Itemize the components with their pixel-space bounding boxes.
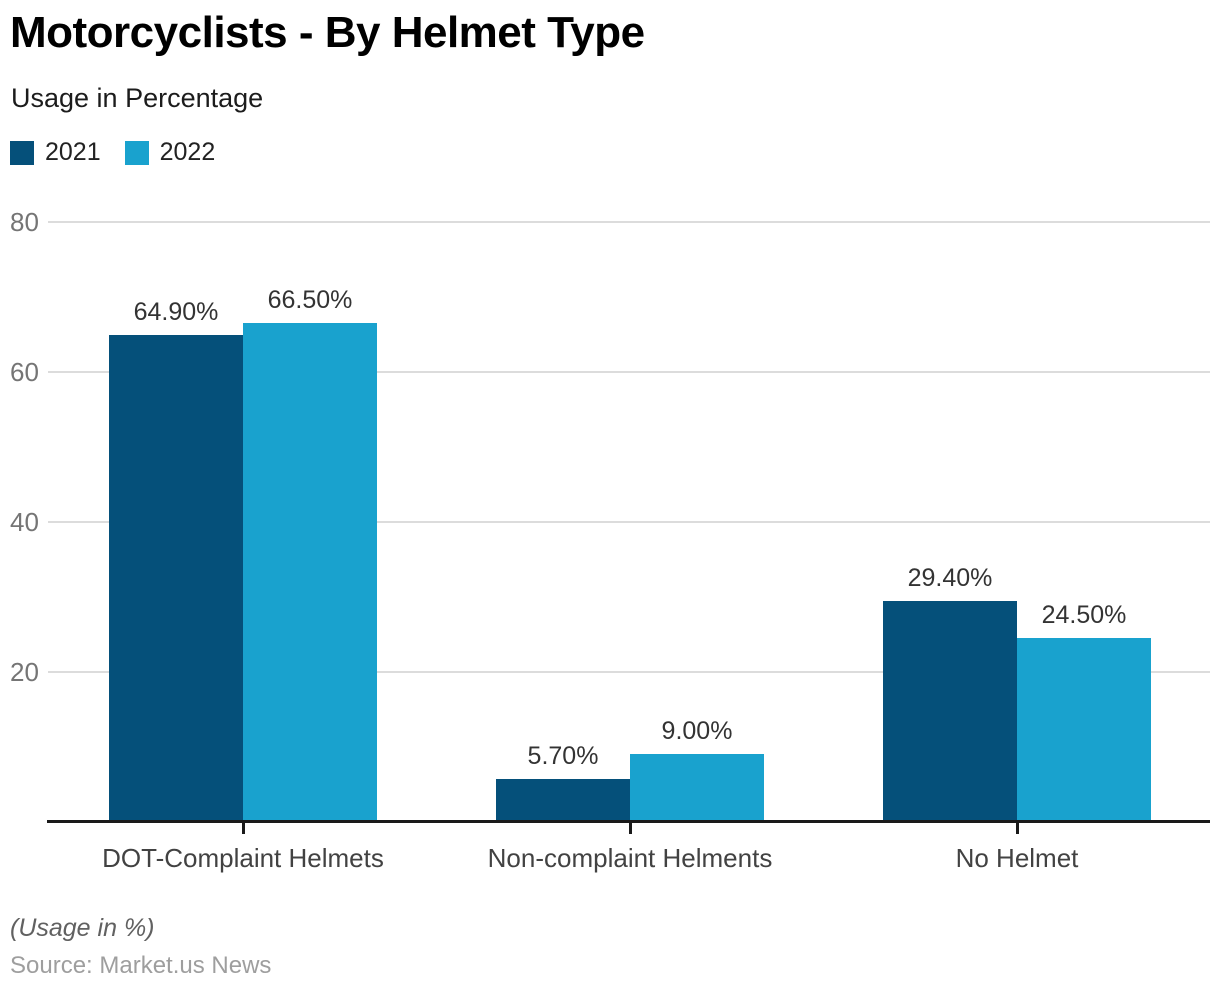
bar-2022-category-3: [1017, 638, 1151, 822]
legend-item-2021: 2021: [10, 138, 101, 167]
legend-label-2022: 2022: [159, 138, 216, 166]
plot-area: 20 40 60 80 64.90% 66.50% DOT-Complaint Helmet…: [0, 200, 1220, 880]
bar-2022-category-2: [630, 754, 764, 822]
legend: 2021 2022: [10, 138, 215, 167]
x-axis-tick-2: [629, 822, 632, 834]
gridline-20: [48, 671, 1210, 673]
source-note: Source: Market.us News: [10, 952, 272, 979]
chart-subtitle: Usage in Percentage: [11, 83, 264, 113]
x-axis-tick-1: [242, 822, 245, 834]
legend-item-2022: 2022: [124, 138, 216, 167]
category-label-2: Non-complaint Helments: [487, 843, 773, 873]
x-axis-line: [47, 820, 1210, 823]
category-label-1: DOT-Complaint Helmets: [102, 843, 384, 873]
gridline-40: [48, 521, 1210, 523]
value-label-2021-category-3: 29.40%: [907, 564, 993, 592]
legend-swatch-2022: [124, 140, 149, 165]
y-tick-label-80: 80: [10, 207, 39, 237]
bar-2021-category-3: [883, 601, 1017, 822]
gridline-60: [48, 371, 1210, 373]
y-tick-label-60: 60: [10, 357, 39, 387]
bar-2021-category-1: [109, 335, 243, 822]
value-label-2022-category-2: 9.00%: [661, 717, 733, 745]
chart-title: Motorcyclists - By Helmet Type: [10, 8, 645, 57]
value-label-2021-category-1: 64.90%: [133, 298, 219, 326]
value-label-2021-category-2: 5.70%: [527, 742, 599, 770]
bar-2022-category-1: [243, 323, 377, 822]
value-label-2022-category-1: 66.50%: [267, 286, 353, 314]
x-axis-tick-3: [1016, 822, 1019, 834]
value-label-2022-category-3: 24.50%: [1041, 601, 1127, 629]
bar-2021-category-2: [496, 779, 630, 822]
y-tick-label-40: 40: [10, 507, 39, 537]
gridline-80: [48, 221, 1210, 223]
y-tick-label-20: 20: [10, 657, 39, 687]
legend-swatch-2021: [10, 140, 34, 165]
category-label-3: No Helmet: [955, 843, 1079, 873]
legend-label-2021: 2021: [45, 138, 101, 166]
usage-note: (Usage in %): [10, 914, 155, 942]
